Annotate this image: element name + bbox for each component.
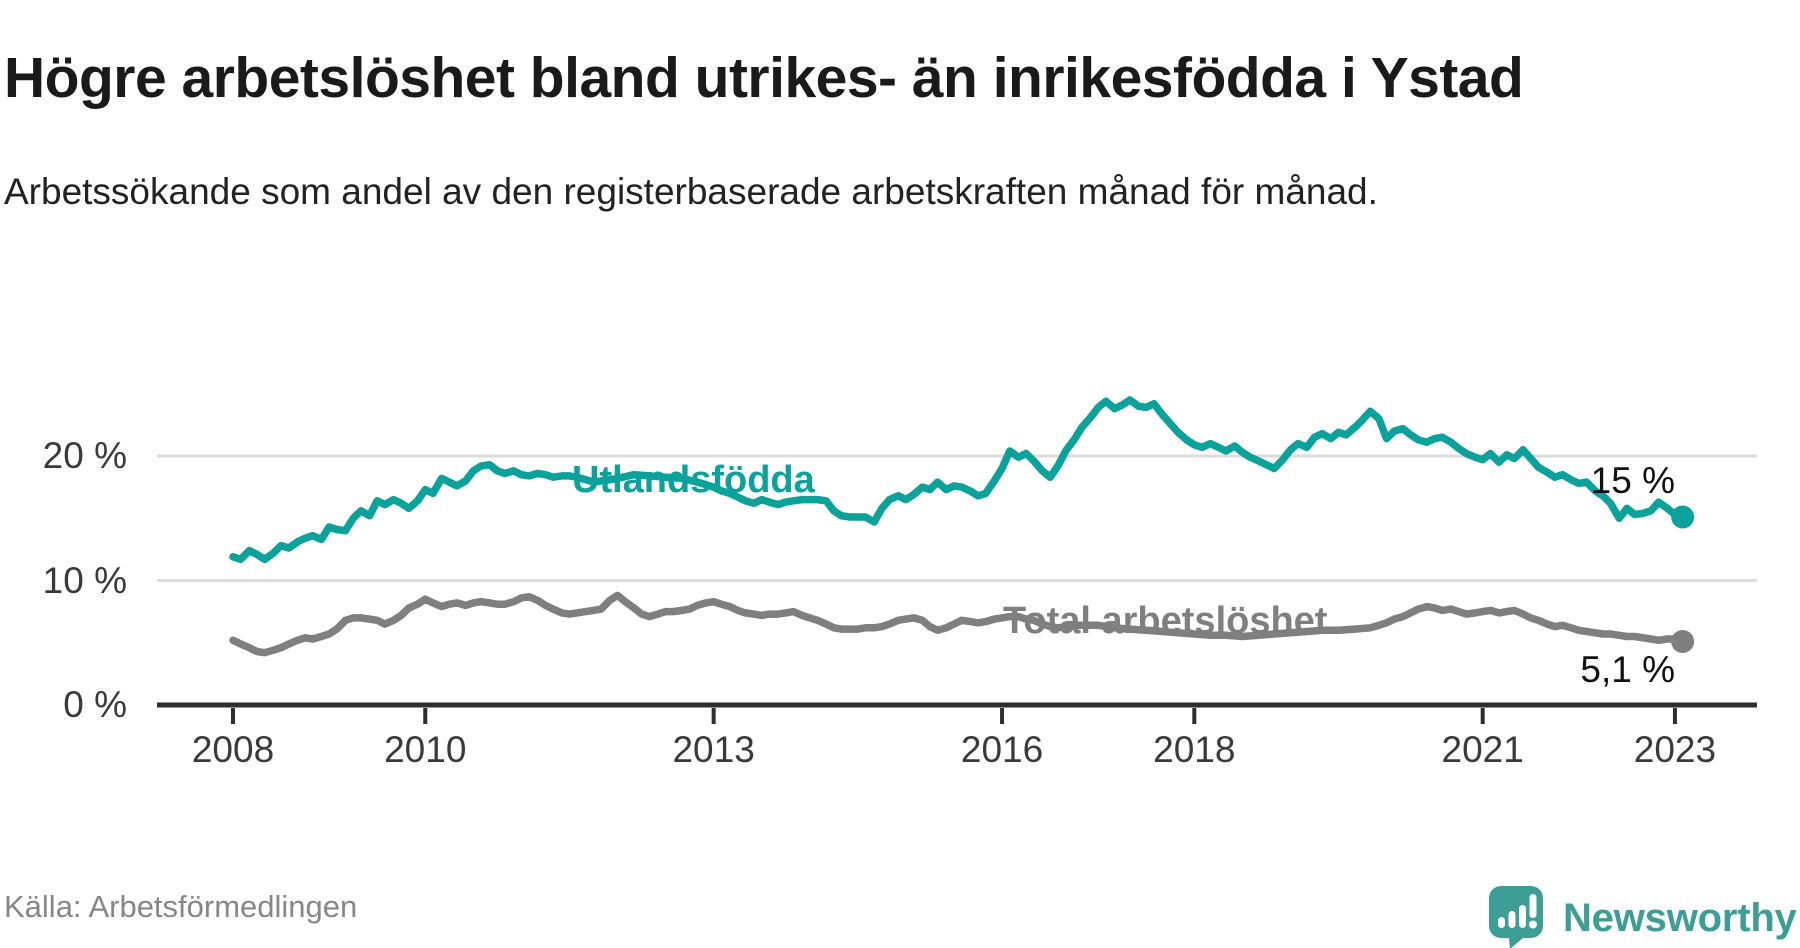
end-dot-utlandsfodda	[1671, 505, 1695, 529]
newsworthy-speech-bubble-barchart-icon	[1489, 886, 1543, 948]
newsworthy-logo: Newsworthy	[1489, 886, 1797, 948]
series-line-total	[229, 591, 1687, 657]
end-value-label-total: 5,1 %	[1580, 649, 1675, 690]
source-note: Källa: Arbetsförmedlingen	[4, 889, 358, 924]
end-value-label-utlandsfodda: 15 %	[1590, 460, 1675, 501]
series-label-total-arbetsloshet: Total arbetslöshet	[1003, 600, 1328, 642]
end-dot-total	[1671, 630, 1695, 654]
series-label-utlandsfodda: Utlandsfödda	[572, 459, 815, 501]
page-title: Högre arbetslöshet bland utrikes- än inr…	[4, 46, 1524, 111]
chart-subtitle: Arbetssökande som andel av den registerb…	[4, 171, 1378, 212]
newsworthy-wordmark: Newsworthy	[1563, 896, 1797, 940]
series-line-utlandsfodda	[229, 396, 1687, 564]
